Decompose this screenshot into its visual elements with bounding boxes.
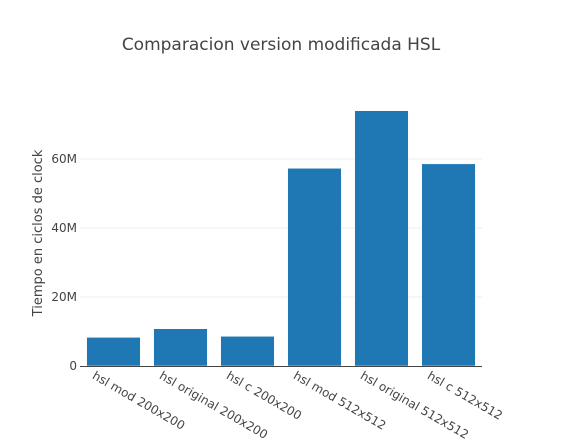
bars [86,110,476,367]
chart-title: Comparacion version modificada HSL [122,35,441,55]
bar [354,110,409,367]
x-tick-label: hsl original 512x512 [358,368,471,441]
bar [86,337,141,367]
y-tick-label: 40M [51,221,77,235]
bar [287,168,342,367]
y-tick-label: 0 [69,359,77,373]
bar [421,163,476,367]
y-tick-label: 60M [51,152,77,166]
bar [220,336,275,367]
gridlines [80,158,482,298]
bar [153,328,208,367]
y-tick-label: 20M [51,290,77,304]
y-axis-label: Tiempo en ciclos de clock [31,149,46,317]
x-tick-label: hsl original 200x200 [157,368,270,441]
y-axis-ticks: 0 20M 40M 60M [51,152,77,373]
